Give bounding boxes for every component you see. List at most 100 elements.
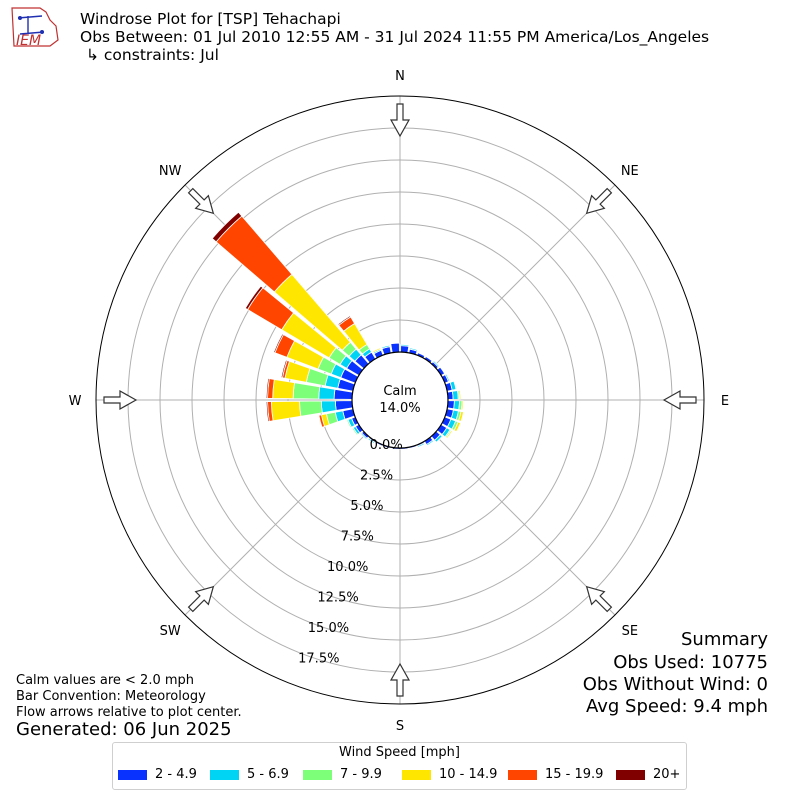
flow-arrow bbox=[103, 389, 138, 411]
obs-between: Obs Between: 01 Jul 2010 12:55 AM - 31 J… bbox=[80, 28, 710, 46]
summary-title: Summary bbox=[681, 629, 768, 650]
windrose-bar-segment bbox=[367, 437, 376, 445]
flow-arrow bbox=[187, 585, 215, 613]
radial-tick-label: 17.5% bbox=[298, 652, 339, 667]
legend-item: 20+ bbox=[616, 767, 680, 782]
windrose-bar-segment bbox=[292, 382, 321, 400]
legend-swatch bbox=[210, 769, 239, 780]
compass-label-n: N bbox=[395, 69, 405, 84]
windrose-bar-segment bbox=[280, 359, 288, 379]
windrose-bar-segment bbox=[270, 400, 302, 422]
constraints: ↳ constraints: Jul bbox=[86, 46, 219, 64]
summary-avg-speed: Avg Speed: 9.4 mph bbox=[586, 696, 768, 717]
calm-circle bbox=[351, 351, 449, 449]
flow-arrow bbox=[187, 187, 215, 215]
radial-tick-label: 7.5% bbox=[341, 529, 374, 544]
legend-item: 10 - 14.9 bbox=[402, 767, 497, 782]
legend-item: 5 - 6.9 bbox=[210, 767, 289, 782]
windrose-bar-segment bbox=[458, 411, 464, 422]
windrose-bar-segment bbox=[458, 389, 462, 400]
calm-label: Calm bbox=[383, 384, 416, 399]
summary-obs-used: Obs Used: 10775 bbox=[613, 652, 768, 673]
summary-obs-without-wind: Obs Without Wind: 0 bbox=[582, 674, 768, 695]
legend-label: 5 - 6.9 bbox=[247, 767, 289, 782]
grid-spoke bbox=[184, 433, 367, 616]
windrose-bar-segment bbox=[318, 386, 336, 400]
radial-tick-label: 15.0% bbox=[308, 621, 349, 636]
legend-label: 20+ bbox=[653, 767, 681, 782]
logo-text: IEM bbox=[16, 33, 41, 49]
windrose-bar-segment bbox=[381, 344, 391, 350]
windrose-bar-segment bbox=[453, 421, 461, 433]
compass-label-sw: SW bbox=[160, 624, 181, 639]
windrose-bar-segment bbox=[449, 380, 457, 391]
grid-spoke bbox=[433, 184, 616, 367]
generated-date: Generated: 06 Jun 2025 bbox=[16, 719, 232, 740]
legend-swatch bbox=[118, 769, 147, 780]
chart-title: Windrose Plot for [TSP] Tehachapi bbox=[80, 10, 341, 28]
radial-tick-labels: 0.0% 2.5% 5.0% 7.5% 10.0% 12.5% 15.0% 17.5% bbox=[298, 438, 403, 667]
flow-arrow bbox=[662, 389, 697, 411]
windrose-bar-segment bbox=[409, 347, 419, 352]
legend-item: 15 - 19.9 bbox=[508, 767, 603, 782]
legend-label: 15 - 19.9 bbox=[545, 767, 604, 782]
windrose-bar-segment bbox=[351, 427, 359, 436]
compass-label-nw: NW bbox=[159, 164, 182, 179]
legend-swatch bbox=[508, 769, 537, 780]
windrose-bar-segment bbox=[372, 347, 382, 354]
flow-arrow bbox=[389, 662, 411, 697]
windrose-bar-segment bbox=[337, 315, 352, 326]
windrose-bar-segment bbox=[460, 400, 464, 411]
windrose-bar-segment bbox=[360, 432, 368, 440]
windrose-bar-segment bbox=[299, 400, 323, 417]
flow-arrows bbox=[103, 103, 697, 697]
legend-label: 7 - 9.9 bbox=[340, 767, 382, 782]
compass-label-se: SE bbox=[622, 624, 638, 639]
windrose-bar-segment bbox=[432, 360, 440, 368]
compass-label-ne: NE bbox=[621, 164, 639, 179]
outer-ring bbox=[95, 95, 705, 705]
calm-note: Calm values are < 2.0 mph bbox=[16, 673, 195, 688]
radial-tick-label: 12.5% bbox=[317, 590, 358, 605]
iem-logo: IEM bbox=[11, 7, 59, 49]
windrose-bar-segment bbox=[445, 429, 453, 440]
bar-convention-note: Bar Convention: Meteorology bbox=[16, 689, 206, 704]
windrose-bar-segment bbox=[244, 285, 264, 311]
windrose-bar-segment bbox=[390, 342, 400, 354]
legend-label: 2 - 4.9 bbox=[155, 767, 197, 782]
compass-label-w: W bbox=[69, 394, 82, 409]
legend-swatch bbox=[616, 769, 645, 780]
legend-swatch bbox=[303, 769, 332, 780]
windrose-bar-segment bbox=[400, 343, 410, 347]
flow-arrow-note: Flow arrows relative to plot center. bbox=[16, 705, 242, 720]
legend-item: 2 - 4.9 bbox=[118, 767, 197, 782]
radial-tick-label: 5.0% bbox=[350, 499, 383, 514]
legend-title: Wind Speed [mph] bbox=[339, 745, 460, 760]
windrose-bar-segment bbox=[318, 414, 326, 428]
windrose-bar-segment bbox=[346, 419, 352, 429]
radial-tick-label: 0.0% bbox=[370, 438, 403, 453]
compass-label-s: S bbox=[396, 719, 404, 734]
windrose-bars bbox=[211, 211, 464, 450]
compass-label-e: E bbox=[721, 394, 729, 409]
calm-value: 14.0% bbox=[379, 401, 420, 416]
compass-labels: N NE E SE S SW W NW bbox=[69, 69, 730, 734]
windrose-bar-segment bbox=[320, 400, 337, 414]
windrose-bar-segment bbox=[416, 442, 426, 448]
radial-tick-label: 10.0% bbox=[327, 560, 368, 575]
windrose-bar-segment bbox=[211, 211, 243, 243]
legend-item: 7 - 9.9 bbox=[303, 767, 382, 782]
legend: Wind Speed [mph] 2 - 4.9 5 - 6.9 7 - 9.9 10… bbox=[112, 742, 687, 790]
windrose-bar-segment bbox=[425, 439, 435, 447]
grid-spoke bbox=[433, 433, 616, 616]
flow-arrow bbox=[389, 103, 411, 138]
windrose-bar-segment bbox=[444, 373, 451, 383]
windrose-bar-segment bbox=[334, 400, 354, 411]
windrose-bar-segment bbox=[265, 401, 270, 423]
windrose-bar-segment bbox=[272, 378, 295, 400]
flow-arrow bbox=[585, 187, 613, 215]
windrose-bar-segment bbox=[434, 434, 443, 443]
flow-arrow bbox=[585, 585, 613, 613]
windrose-bar-segment bbox=[265, 377, 270, 399]
